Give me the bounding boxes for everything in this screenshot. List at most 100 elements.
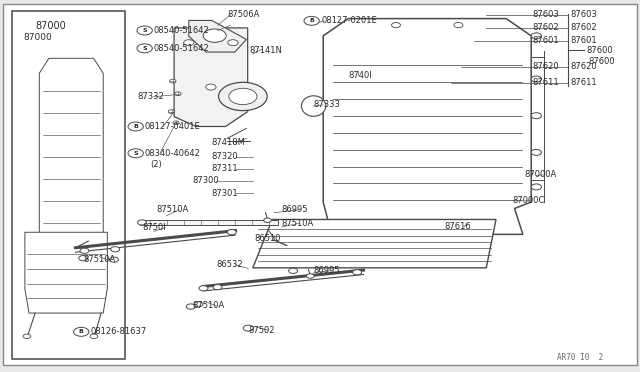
Text: 87600: 87600 xyxy=(586,46,613,55)
Text: 87311: 87311 xyxy=(211,164,238,173)
Circle shape xyxy=(531,150,541,155)
Text: 8740l: 8740l xyxy=(349,71,372,80)
Circle shape xyxy=(175,92,181,96)
Text: 87000: 87000 xyxy=(23,33,52,42)
Circle shape xyxy=(138,220,147,225)
Text: S: S xyxy=(142,28,147,33)
Ellipse shape xyxy=(301,96,326,116)
Circle shape xyxy=(203,29,227,42)
Circle shape xyxy=(194,302,203,307)
Circle shape xyxy=(90,334,98,339)
Polygon shape xyxy=(174,28,248,126)
Text: 08540-51642: 08540-51642 xyxy=(154,26,209,35)
Circle shape xyxy=(79,256,88,261)
Text: B: B xyxy=(79,329,84,334)
Text: 08126-81637: 08126-81637 xyxy=(91,327,147,336)
Text: 87603: 87603 xyxy=(570,10,597,19)
Text: 87510A: 87510A xyxy=(192,301,224,310)
Text: AR70 I0  2: AR70 I0 2 xyxy=(557,353,603,362)
Circle shape xyxy=(392,22,401,28)
Circle shape xyxy=(199,286,208,291)
Circle shape xyxy=(80,248,89,253)
Text: S: S xyxy=(133,151,138,156)
Text: (2): (2) xyxy=(150,160,162,169)
Text: 87000: 87000 xyxy=(35,21,66,31)
Text: 87620: 87620 xyxy=(570,62,597,71)
Text: 87611: 87611 xyxy=(532,78,559,87)
Text: 87000A: 87000A xyxy=(525,170,557,179)
Text: 08540-51642: 08540-51642 xyxy=(154,44,209,53)
Text: B: B xyxy=(133,124,138,129)
Circle shape xyxy=(228,40,238,46)
Circle shape xyxy=(206,84,216,90)
Circle shape xyxy=(109,257,118,262)
Circle shape xyxy=(111,247,120,252)
Circle shape xyxy=(227,230,236,235)
Text: 87601: 87601 xyxy=(570,36,597,45)
Text: 87320: 87320 xyxy=(211,153,238,161)
Text: 87510A: 87510A xyxy=(282,219,314,228)
Text: 87616: 87616 xyxy=(445,222,472,231)
Text: 87332: 87332 xyxy=(138,92,164,101)
Text: 87141N: 87141N xyxy=(250,46,282,55)
Text: 8750l: 8750l xyxy=(142,223,166,232)
Circle shape xyxy=(184,40,194,46)
Text: 08127-0401E: 08127-0401E xyxy=(145,122,200,131)
Text: 87603: 87603 xyxy=(532,10,559,19)
Circle shape xyxy=(243,325,253,331)
Circle shape xyxy=(219,82,268,110)
Text: 87333: 87333 xyxy=(314,100,340,109)
Polygon shape xyxy=(189,20,246,52)
Circle shape xyxy=(137,44,152,53)
Circle shape xyxy=(289,268,298,273)
Circle shape xyxy=(137,26,152,35)
Text: 87600: 87600 xyxy=(589,57,616,66)
Circle shape xyxy=(264,218,271,222)
Circle shape xyxy=(307,274,314,278)
Text: 08127-0201E: 08127-0201E xyxy=(321,16,377,25)
Polygon shape xyxy=(253,219,496,268)
Text: 87510A: 87510A xyxy=(157,205,189,214)
Circle shape xyxy=(531,76,541,82)
Polygon shape xyxy=(39,58,103,245)
Text: 87300: 87300 xyxy=(192,176,219,185)
Text: S: S xyxy=(142,46,147,51)
Circle shape xyxy=(304,16,319,25)
Circle shape xyxy=(454,22,463,28)
Circle shape xyxy=(186,304,195,309)
Circle shape xyxy=(128,149,143,158)
Text: B: B xyxy=(309,18,314,23)
Circle shape xyxy=(531,33,541,39)
Circle shape xyxy=(353,270,362,275)
Text: 87602: 87602 xyxy=(570,23,597,32)
Text: 87620: 87620 xyxy=(532,62,559,71)
Circle shape xyxy=(228,88,257,105)
Polygon shape xyxy=(140,220,278,225)
Text: 86532: 86532 xyxy=(216,260,243,269)
Circle shape xyxy=(213,285,222,290)
Text: 87510A: 87510A xyxy=(83,255,115,264)
Text: 87000C: 87000C xyxy=(512,196,545,205)
Text: 86995: 86995 xyxy=(314,266,340,275)
Circle shape xyxy=(23,334,31,339)
Text: 87301: 87301 xyxy=(211,189,238,198)
Text: 87502: 87502 xyxy=(248,326,275,335)
Text: 86510: 86510 xyxy=(255,234,281,243)
Text: 87418M: 87418M xyxy=(211,138,245,147)
Circle shape xyxy=(170,79,176,83)
Circle shape xyxy=(173,121,179,125)
Text: 08340-40642: 08340-40642 xyxy=(145,149,200,158)
Bar xyxy=(12,11,125,359)
Text: 87601: 87601 xyxy=(532,36,559,45)
Circle shape xyxy=(531,113,541,119)
Text: 86995: 86995 xyxy=(282,205,308,214)
Polygon shape xyxy=(25,232,108,313)
Text: 87506A: 87506A xyxy=(227,10,260,19)
Text: 87611: 87611 xyxy=(570,78,597,87)
Circle shape xyxy=(128,122,143,131)
Circle shape xyxy=(531,184,541,190)
Text: 87602: 87602 xyxy=(532,23,559,32)
Circle shape xyxy=(168,110,175,113)
Circle shape xyxy=(74,327,89,336)
Polygon shape xyxy=(323,19,531,234)
